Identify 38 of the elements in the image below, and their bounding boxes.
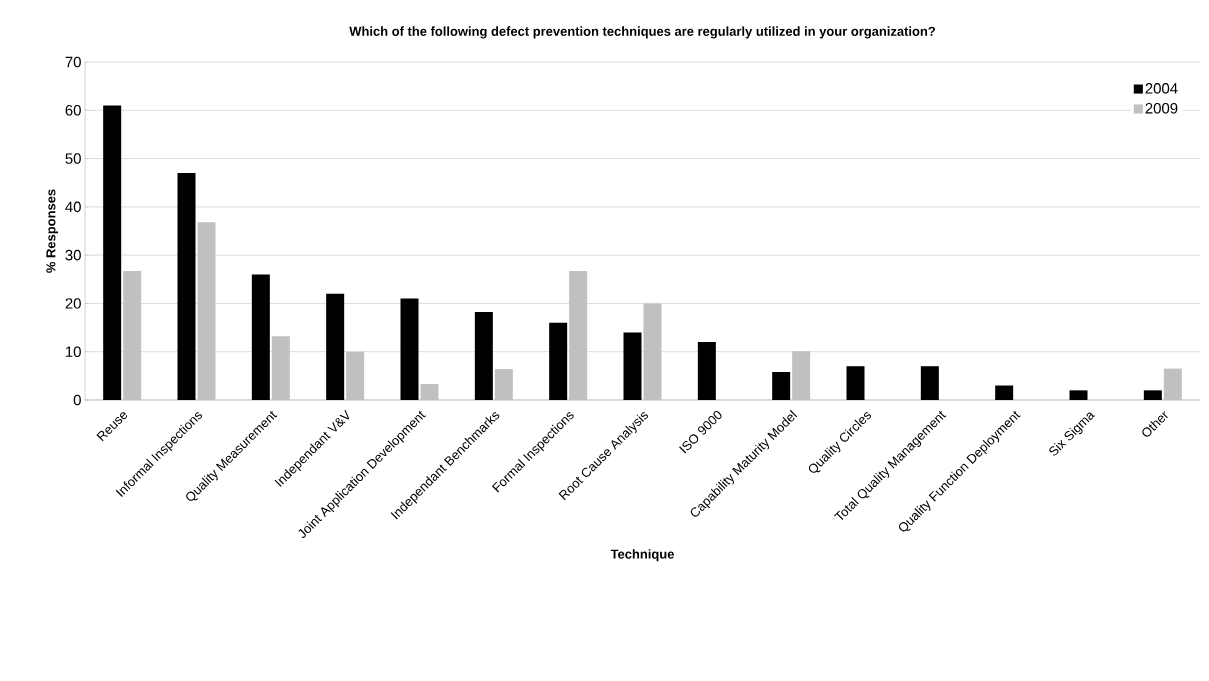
bar: [103, 105, 122, 400]
x-axis-title: Technique: [610, 549, 674, 562]
bar: [420, 384, 439, 400]
bar: [494, 369, 513, 400]
legend-label: 2004: [1145, 83, 1178, 94]
bar: [251, 274, 270, 400]
bar: [697, 342, 716, 400]
y-tick-label: 10: [66, 346, 81, 357]
bar: [643, 303, 662, 400]
y-tick-label: 30: [65, 249, 81, 261]
bar: [1143, 390, 1162, 400]
y-tick-label: 60: [65, 104, 81, 116]
y-tick-label: 50: [65, 153, 81, 164]
y-tick-label: 70: [65, 56, 81, 68]
bar: [197, 222, 216, 400]
chart-title: Which of the following defect prevention techniques are regularly utilized in your organization?: [349, 26, 936, 39]
bar: [400, 298, 419, 400]
bar: [1069, 390, 1088, 400]
legend-label: 2009: [1145, 103, 1178, 114]
bar: [1163, 368, 1182, 400]
bar: [474, 312, 493, 400]
bar: [346, 351, 365, 400]
bar: [792, 351, 811, 400]
y-tick-label: 0: [73, 394, 81, 406]
bar: [549, 322, 568, 400]
bar: [177, 173, 196, 400]
bar: [772, 372, 791, 400]
bar: [569, 271, 588, 400]
bar: [920, 366, 939, 400]
y-axis-title: % Responses: [46, 189, 59, 273]
bar: [623, 332, 642, 400]
bar: [271, 336, 290, 400]
bar: [995, 385, 1014, 400]
bar: [846, 366, 865, 400]
bar: [123, 271, 142, 400]
bar: [326, 293, 345, 400]
y-tick-label: 20: [65, 298, 81, 309]
y-tick-label: 40: [65, 201, 81, 213]
